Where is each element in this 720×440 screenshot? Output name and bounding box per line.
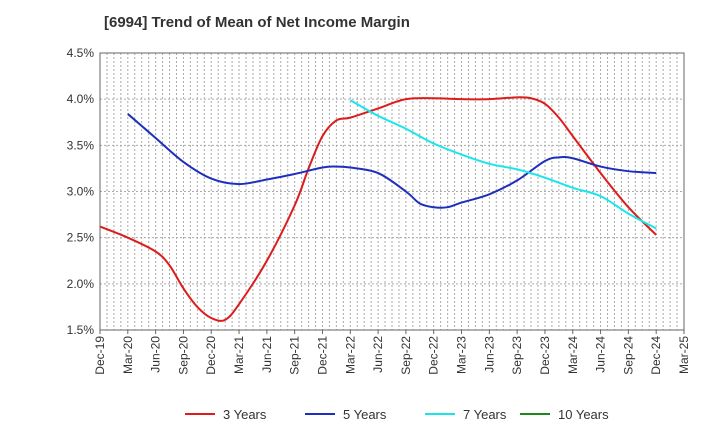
x-tick-label: Dec-20: [204, 336, 218, 375]
legend-label: 10 Years: [558, 407, 609, 422]
legend-label: 7 Years: [463, 407, 507, 422]
x-tick-label: Dec-22: [427, 336, 441, 375]
x-tick-label: Mar-24: [566, 336, 580, 374]
x-tick-label: Mar-25: [677, 336, 691, 374]
y-tick-label: 2.0%: [67, 277, 95, 291]
x-tick-label: Sep-24: [621, 336, 635, 375]
x-tick-label: Dec-21: [315, 336, 329, 375]
x-axis: Dec-19 Mar-20 Jun-20 Sep-20 Dec-20 Mar-21 Jun-…: [93, 330, 691, 375]
x-tick-label: Mar-23: [455, 336, 469, 374]
y-tick-label: 1.5%: [67, 323, 95, 337]
x-tick-label: Jun-22: [371, 336, 385, 373]
legend: 3 Years 5 Years 7 Years 10 Years: [185, 407, 609, 422]
x-tick-label: Sep-23: [510, 336, 524, 375]
series-lines: [99, 96, 657, 322]
legend-label: 5 Years: [343, 407, 387, 422]
x-tick-label: Jun-20: [149, 336, 163, 373]
y-tick-label: 3.0%: [67, 185, 95, 199]
x-tick-label: Dec-23: [538, 336, 552, 375]
x-tick-label: Mar-22: [343, 336, 357, 374]
series-line-3-years: [99, 96, 657, 322]
y-tick-label: 4.0%: [67, 92, 95, 106]
y-tick-label: 3.5%: [67, 138, 95, 152]
x-tick-label: Mar-20: [121, 336, 135, 374]
x-tick-label: Dec-19: [93, 336, 107, 375]
x-tick-label: Sep-20: [176, 336, 190, 375]
y-axis: 1.5% 2.0% 2.5% 3.0% 3.5% 4.0% 4.5%: [67, 46, 95, 337]
series-line-5-years: [127, 113, 657, 209]
chart-title: [6994] Trend of Mean of Net Income Margi…: [104, 14, 410, 31]
x-tick-label: Jun-21: [260, 336, 274, 373]
legend-label: 3 Years: [223, 407, 267, 422]
series-line-7-years: [349, 99, 657, 230]
x-tick-label: Mar-21: [232, 336, 246, 374]
plot-border: [99, 52, 685, 331]
x-tick-label: Dec-24: [649, 336, 663, 375]
x-tick-label: Jun-23: [482, 336, 496, 373]
x-tick-label: Sep-22: [399, 336, 413, 375]
y-tick-label: 2.5%: [67, 231, 95, 245]
y-tick-label: 4.5%: [67, 46, 95, 60]
x-tick-label: Jun-24: [594, 336, 608, 373]
x-tick-label: Sep-21: [288, 336, 302, 375]
